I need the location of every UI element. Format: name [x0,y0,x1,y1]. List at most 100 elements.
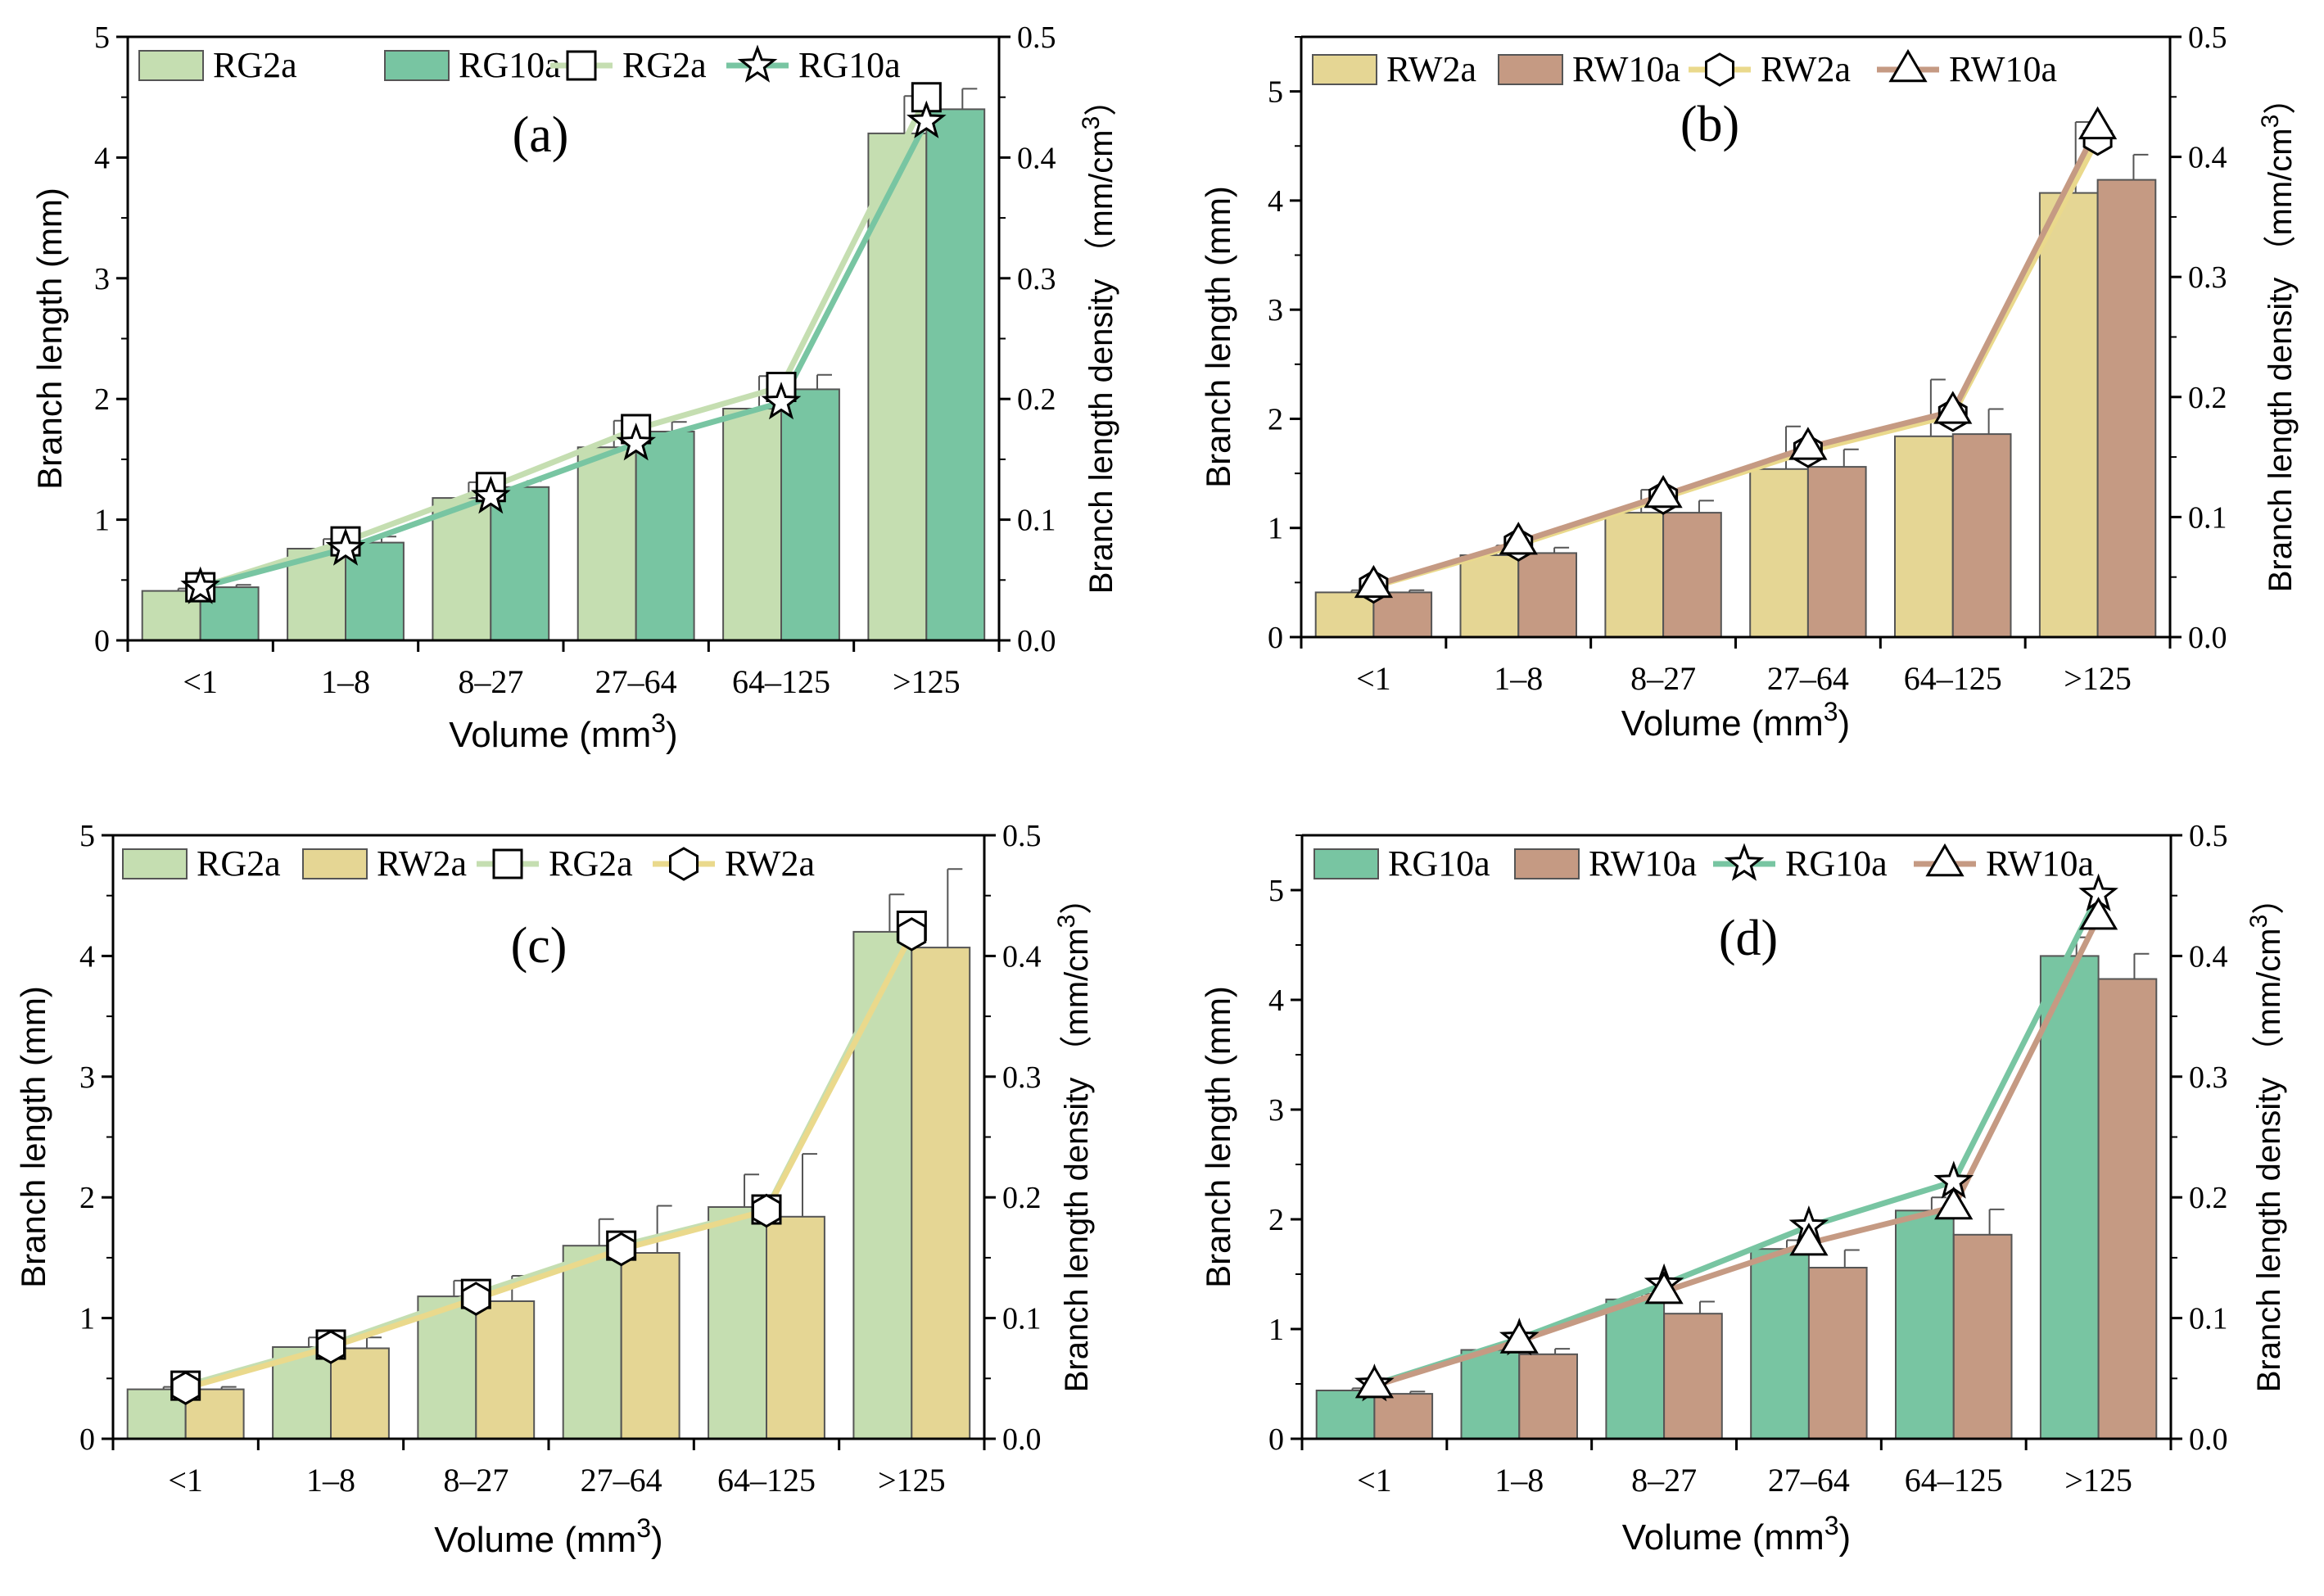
bar-RW10a-5 [2096,179,2157,639]
y2-tick-label: 0.0 [1017,624,1056,658]
bar-RW10a-4 [1951,433,2012,638]
bar-RW10a-0 [1373,1393,1434,1440]
bar-RG10a-4 [780,388,840,641]
marker-RW10a-2 [1644,474,1683,509]
x-tick-label: 1–8 [306,1462,355,1499]
y-tick-label: 4 [1268,184,1283,219]
marker-RG10a-4 [761,382,802,420]
legend: RG2a RW2a RG2a RW2a [122,843,815,884]
bar-RW10a-1 [1518,1353,1579,1440]
y2-tick-label: 0.2 [1017,382,1056,417]
y2-tick-label: 0.3 [2188,260,2227,295]
bar-RG10a-2 [1605,1298,1666,1440]
bar-RG2a-5 [852,930,913,1440]
legend-label: RW2a [725,843,815,884]
y2-tick-label: 0.0 [2188,621,2227,655]
bar-RG2a-4 [722,408,782,641]
legend-label: RG2a [622,45,707,85]
y-tick-label: 4 [1268,983,1284,1018]
y2-tick-label: 0.5 [2188,20,2227,55]
x-tick-label: 64–125 [717,1462,816,1499]
marker-RW10a-4 [1933,391,1973,424]
legend-marker-RW10a [1888,48,1928,83]
marker-RG10a-3 [616,423,657,461]
legend-label: RW2a [1386,49,1476,89]
bar-RG2a-2 [417,1295,477,1440]
y2-tick-label: 0.1 [2188,500,2227,535]
x-tick-label: 8–27 [1631,1462,1697,1499]
marker-RW10a-5 [2078,106,2118,140]
bar-RG10a-5 [2039,955,2100,1440]
y2-tick-label: 0.0 [1002,1422,1042,1457]
x-tick-label: 1–8 [1494,660,1543,697]
bar-RW10a-3 [1806,466,1867,638]
y-tick-label: 3 [1268,293,1283,328]
line-RW10a [1373,916,2101,1389]
marker-RW2a-0 [170,1371,201,1405]
chart-panel-c: 0 1 2 3 4 5 0.0 0.1 0.2 0.3 0.4 0.5 <1 1–8 8–27 27–64 64… [14,819,1095,1560]
y-tick-label: 1 [94,504,110,538]
legend-label: RW2a [377,843,467,884]
y-axis-label-left: Branch length (mm) [1199,986,1237,1288]
y-tick-label: 0 [1268,1422,1284,1457]
x-axis-label: Volume (mm3) [434,1513,662,1560]
bar-RW10a-4 [1952,1233,2013,1440]
y-tick-label: 1 [79,1302,95,1336]
bar-RG2a-3 [576,446,637,642]
panel-label: (b) [1680,97,1739,152]
marker-RW10a-3 [1788,427,1828,460]
marker-RW2a-1 [316,1330,346,1364]
y-axis-label-left: Branch length (mm) [1199,186,1237,488]
legend-swatch-RG10a [384,50,450,81]
x-tick-label: 27–64 [1767,660,1849,697]
y-tick-label: 0 [94,624,110,658]
bar-RG10a-2 [490,486,550,641]
legend: RG2a RG10a RG2a RG10a [138,44,901,85]
x-tick-label: >125 [2064,660,2132,697]
legend-marker-RG2a [566,50,597,81]
bar-RW10a-2 [1662,512,1722,638]
x-tick-label: 8–27 [443,1462,509,1499]
legend-label: RG2a [549,843,633,884]
bar-RW2a-5 [911,947,971,1440]
marker-RW10a-1 [1499,522,1538,555]
y-tick-label: 3 [1268,1093,1284,1128]
y-axis-label-right: Branch length density （mm/cm3） [1053,882,1095,1393]
y-tick-label: 5 [79,819,95,853]
y2-tick-label: 0.2 [2188,381,2227,415]
bar-RG2a-2 [432,497,492,641]
x-axis-label: Volume (mm3) [1622,1511,1851,1558]
marker-RW10a-4 [1934,1186,1974,1220]
chart-panel-a: 0 1 2 3 4 5 0.0 0.1 0.2 0.3 0.4 0.5 <1 1–8 8–27 27–64 64… [30,20,1119,755]
marker-RG10a-1 [325,527,366,566]
bar-RW2a-0 [1314,591,1375,639]
legend-swatch-RW10a [1514,848,1580,879]
marker-RW10a-5 [2078,897,2118,930]
x-tick-label: >125 [2064,1462,2132,1499]
bar-RW10a-1 [1517,552,1578,639]
bar-RG10a-3 [1750,1248,1810,1440]
y-tick-label: 5 [1268,75,1283,110]
x-tick-label: 27–64 [595,663,677,700]
bar-RG10a-1 [1460,1349,1521,1440]
y2-tick-label: 0.4 [2189,939,2228,974]
y-tick-label: 5 [94,20,110,55]
bar-RW2a-4 [1894,435,1954,638]
bar-RG2a-5 [867,132,928,641]
x-tick-label: 64–125 [1904,660,2002,697]
legend: RW2a RW10a RW2a RW10a [1312,48,2057,89]
x-tick-label: 64–125 [732,663,830,700]
x-tick-label: 27–64 [581,1462,662,1499]
legend-label: RG2a [197,843,281,884]
x-tick-label: 64–125 [1905,1462,2003,1499]
chart-panel-b: 0 1 2 3 4 5 0.0 0.1 0.2 0.3 0.4 0.5 <1 1–8 8–27 27–64 64… [1199,20,2299,744]
y2-tick-label: 0.3 [1017,262,1056,296]
y-tick-label: 4 [79,939,95,974]
legend-swatch-RW2a [302,848,368,879]
bar-RW2a-2 [1604,512,1665,638]
line-RW10a [1372,125,2100,589]
y-tick-label: 3 [79,1060,95,1095]
y2-tick-label: 0.5 [1017,20,1056,55]
legend-marker-RW10a [1925,843,1965,877]
